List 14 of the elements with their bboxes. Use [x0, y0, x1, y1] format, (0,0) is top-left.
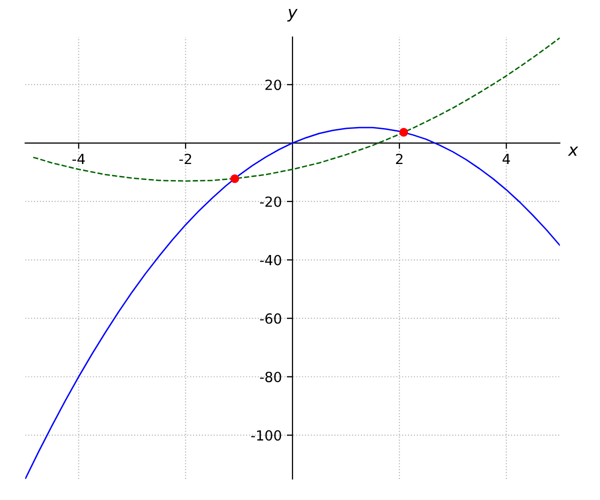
- y-tick-label: -40: [260, 254, 282, 266]
- y-tick-label: -80: [260, 372, 282, 382]
- y-tick-label: -100: [251, 430, 282, 441]
- line-series: [25, 126, 560, 479]
- x-tick-label: -4: [72, 154, 85, 164]
- y-tick-label: -20: [260, 196, 282, 207]
- x-axis-title: x: [568, 146, 578, 156]
- x-tick-label: 4: [502, 154, 510, 164]
- y-tick-label: -60: [260, 313, 282, 324]
- x-tick-label: -2: [179, 154, 192, 164]
- y-axis-title: y: [287, 8, 298, 22]
- line-series: [32, 37, 560, 182]
- x-tick-label: 2: [396, 154, 402, 164]
- y-tick-label: 20: [265, 80, 282, 90]
